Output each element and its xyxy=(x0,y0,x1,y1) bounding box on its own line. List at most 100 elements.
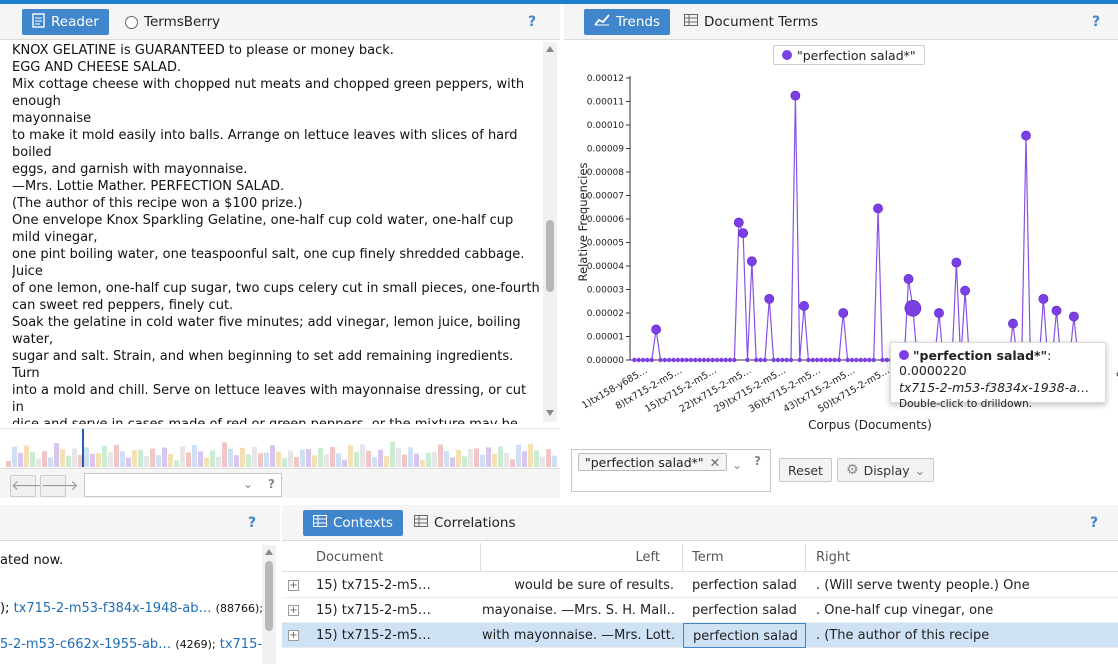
series-dot-icon xyxy=(782,50,792,60)
tab-reader[interactable]: Reader xyxy=(22,9,109,35)
tab-correlations[interactable]: Correlations xyxy=(404,510,525,536)
column-header-document[interactable]: Document xyxy=(316,550,384,565)
reader-line: dice and serve in cases made of red or g… xyxy=(12,416,540,424)
tab-reader-label: Reader xyxy=(51,14,99,30)
reader-scrollbar[interactable] xyxy=(543,42,557,422)
column-header-left[interactable]: Left xyxy=(635,550,660,565)
trends-panel: Trends Document Terms ? xyxy=(564,4,1118,498)
bottom-left-scrollbar[interactable] xyxy=(262,545,276,664)
sparkline-bar xyxy=(468,449,473,467)
sparkline-bar xyxy=(180,446,185,467)
sparkline-bar xyxy=(48,457,53,467)
sparkline-bar xyxy=(24,445,29,467)
reader-line: —Mrs. Lottie Mather. PERFECTION SALAD. xyxy=(12,179,285,194)
sparkline-bar xyxy=(456,450,461,467)
summary-doc-link[interactable]: tx715-2- xyxy=(219,637,276,652)
sparkline-bar xyxy=(414,453,419,467)
document-select[interactable]: ⌄ ? xyxy=(84,473,282,497)
scroll-thumb[interactable] xyxy=(546,220,554,292)
column-divider xyxy=(682,543,683,572)
sparkline-bar xyxy=(120,451,125,467)
chevron-down-icon: ⌄ xyxy=(914,462,926,478)
sparkline-bar xyxy=(546,449,551,467)
sparkline-bar xyxy=(12,446,17,467)
sparkline-bar xyxy=(6,461,11,467)
term-input-help[interactable]: ? xyxy=(754,454,761,468)
sparkline-bar xyxy=(30,452,35,467)
cell-left: would be sure of results. xyxy=(514,578,674,593)
reader-line: mayonnaise xyxy=(12,111,92,126)
term-search-input[interactable]: "perfection salad*" ✕ ⌄ ? xyxy=(571,449,771,492)
column-header-term[interactable]: Term xyxy=(692,550,724,565)
reader-help-button[interactable]: ? xyxy=(528,14,537,30)
sparkline-bar xyxy=(486,447,491,467)
summary-doc-link[interactable]: 5-2-m53-c662x-1955-ab… xyxy=(0,637,172,652)
sparkline-bar xyxy=(228,448,233,467)
reader-line: KNOX GELATINE is GUARANTEED to please or… xyxy=(12,43,394,58)
sparkline-bar xyxy=(318,448,323,467)
contexts-header: Contexts Correlations ? xyxy=(282,505,1118,541)
tab-contexts[interactable]: Contexts xyxy=(303,510,403,536)
sparkline-bar xyxy=(246,454,251,467)
sparkline-bar xyxy=(72,448,77,467)
sparkline-bar xyxy=(390,441,395,467)
chart-legend-item[interactable]: "perfection salad*" xyxy=(773,45,925,65)
tab-termsberry-label: TermsBerry xyxy=(144,14,221,30)
tab-document-terms-label: Document Terms xyxy=(704,14,818,30)
contexts-help-button[interactable]: ? xyxy=(1090,515,1099,531)
tab-document-terms[interactable]: Document Terms xyxy=(674,9,828,35)
scroll-up-icon[interactable] xyxy=(546,46,554,52)
table-icon xyxy=(313,515,327,531)
chart-tooltip: "perfection salad*": 0.0000220 tx715-2-m… xyxy=(890,342,1106,410)
reader-line: to make it mold easily into balls. Arran… xyxy=(12,128,522,160)
table-row[interactable]: +15) tx715-2-m5… would be sure of results… xyxy=(282,573,1118,598)
column-header-right[interactable]: Right xyxy=(816,550,851,565)
summary-separator: ); xyxy=(0,601,10,616)
tab-correlations-label: Correlations xyxy=(434,515,516,531)
sparkline-bar xyxy=(96,453,101,467)
sparkline-bar xyxy=(300,449,305,467)
table-row[interactable]: +15) tx715-2-m5… with mayonnaise. —Mrs. L… xyxy=(282,623,1118,648)
chart-line-icon xyxy=(594,14,610,30)
sparkline-bar xyxy=(528,443,533,467)
close-icon[interactable]: ✕ xyxy=(709,454,721,470)
sparkline-bar xyxy=(264,452,269,467)
chevron-down-icon[interactable]: ⌄ xyxy=(732,458,743,472)
sparkline-bar xyxy=(150,448,155,467)
scroll-down-icon[interactable] xyxy=(546,410,554,416)
sparkline-bar xyxy=(240,447,245,467)
sparkline-bar xyxy=(342,459,347,467)
cell-left: with mayonnaise. —Mrs. Lott… xyxy=(482,628,674,643)
expand-row-icon[interactable]: + xyxy=(288,630,299,641)
sparkline-bar xyxy=(132,450,137,467)
scroll-thumb[interactable] xyxy=(265,561,273,631)
table-row[interactable]: +15) tx715-2-m5… mayonaise. —Mrs. S. H. M… xyxy=(282,598,1118,623)
back-button[interactable]: 🡐 xyxy=(10,475,49,497)
sparkline-bar xyxy=(102,445,107,467)
trends-help-button[interactable]: ? xyxy=(1092,14,1101,30)
document-select-help[interactable]: ? xyxy=(268,477,275,491)
display-button[interactable]: ⚙ Display ⌄ xyxy=(837,458,935,482)
forward-button[interactable]: 🡒 xyxy=(40,475,79,497)
document-sparkline[interactable] xyxy=(0,428,560,468)
bottom-left-help-button[interactable]: ? xyxy=(248,515,257,531)
sparkline-bar xyxy=(186,452,191,467)
tab-termsberry[interactable]: TermsBerry xyxy=(115,9,230,35)
sparkline-bar xyxy=(66,455,71,467)
scroll-up-icon[interactable] xyxy=(265,549,273,555)
expand-row-icon[interactable]: + xyxy=(288,605,299,616)
sparkline-bar xyxy=(396,448,401,467)
sparkline-bar xyxy=(384,456,389,467)
cell-term: perfection salad xyxy=(692,603,797,618)
reset-button[interactable]: Reset xyxy=(779,458,832,482)
sparkline-bar xyxy=(156,455,161,467)
reader-line: into a mold and chill. Serve on lettuce … xyxy=(12,383,531,415)
summary-doc-link[interactable]: tx715-2-m53-f384x-1948-ab… xyxy=(13,601,212,616)
reader-line: EGG AND CHEESE SALAD. xyxy=(12,60,182,75)
document-icon xyxy=(32,12,45,32)
sparkline-bar xyxy=(372,457,377,467)
sparkline-bar xyxy=(168,454,173,467)
tab-trends[interactable]: Trends xyxy=(584,9,670,35)
sparkline-bar xyxy=(462,456,467,467)
expand-row-icon[interactable]: + xyxy=(288,580,299,591)
